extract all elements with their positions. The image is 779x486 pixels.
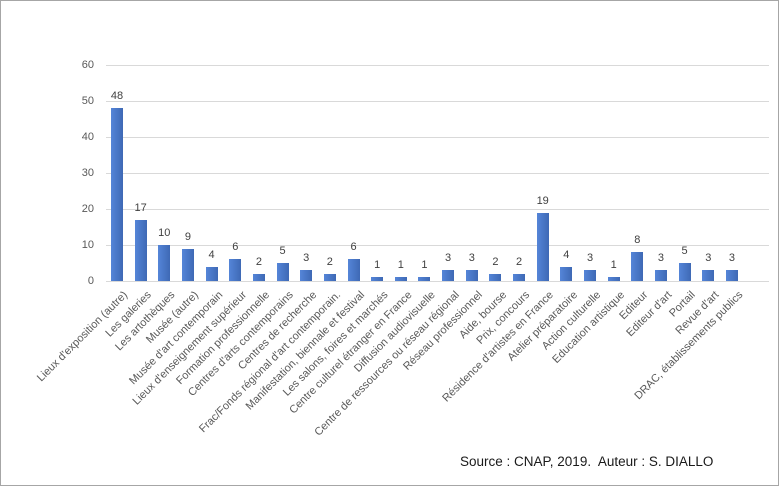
bar [607, 277, 620, 281]
bar [418, 277, 431, 281]
bar [702, 270, 715, 281]
y-axis-tick-label: 20 [81, 203, 94, 215]
gridline [106, 137, 769, 138]
bar-value-label: 3 [468, 252, 475, 265]
bar-value-label: 3 [657, 252, 664, 265]
bar [394, 277, 407, 281]
bar-value-label: 1 [610, 259, 617, 272]
bar [654, 270, 667, 281]
bar [442, 270, 455, 281]
bar-value-label: 3 [586, 252, 594, 265]
y-axis-tick-label: 0 [87, 275, 94, 287]
bar-value-label: 1 [397, 259, 404, 272]
bar-value-label: 4 [208, 248, 215, 261]
bar-value-label: 48 [110, 90, 124, 103]
gridline [106, 245, 769, 246]
bar [678, 263, 691, 281]
bar-value-label: 3 [445, 252, 452, 265]
bar [300, 270, 313, 281]
y-axis-tick-label: 10 [81, 239, 94, 251]
bar-value-label: 8 [634, 234, 641, 247]
bar [560, 266, 573, 281]
bar [371, 277, 384, 281]
bar [489, 273, 502, 281]
bar [158, 245, 171, 281]
bar [111, 108, 123, 281]
bar-value-label: 2 [326, 255, 333, 268]
gridline [106, 173, 769, 174]
y-axis-tick-label: 40 [81, 131, 94, 143]
bar [205, 266, 218, 281]
bar-value-label: 2 [492, 255, 499, 268]
bar [631, 252, 644, 281]
bar-value-label: 3 [705, 252, 712, 265]
bar-value-label: 17 [134, 201, 147, 214]
bar-value-label: 6 [350, 241, 357, 254]
bar-value-label: 19 [536, 194, 549, 207]
bar-value-label: 1 [374, 259, 381, 272]
bar [347, 259, 360, 281]
bar-value-label: 3 [728, 252, 735, 265]
bar-value-label: 10 [158, 227, 171, 239]
source-note: Source : CNAP, 2019. Auteur : S. DIALLO [460, 454, 714, 469]
y-axis-tick-label: 30 [81, 167, 94, 179]
bar [584, 270, 596, 281]
bar-value-label: 4 [563, 248, 570, 261]
bar-value-label: 9 [184, 230, 191, 243]
x-axis-line [106, 281, 769, 282]
category-label: Lieux d'exposition (autre) [35, 289, 131, 385]
bar [513, 273, 526, 281]
bar [323, 273, 336, 281]
gridline [106, 209, 769, 210]
bar [229, 259, 242, 281]
bar [465, 270, 478, 281]
bar-value-label: 3 [303, 252, 310, 265]
bar-value-label: 5 [279, 245, 286, 257]
bar [181, 248, 194, 281]
bar [252, 273, 265, 281]
bar [725, 270, 738, 281]
y-axis-tick-label: 50 [81, 95, 94, 107]
bar [134, 219, 147, 281]
bar-value-label: 2 [255, 255, 262, 268]
bar [536, 212, 549, 281]
bar-value-label: 2 [515, 255, 523, 268]
gridline [106, 101, 769, 102]
bar-value-label: 6 [232, 241, 239, 254]
bar-value-label: 5 [681, 245, 688, 257]
bar-value-label: 1 [421, 259, 428, 272]
gridline [106, 65, 769, 66]
bar [276, 263, 289, 281]
y-axis-tick-label: 60 [81, 59, 94, 71]
